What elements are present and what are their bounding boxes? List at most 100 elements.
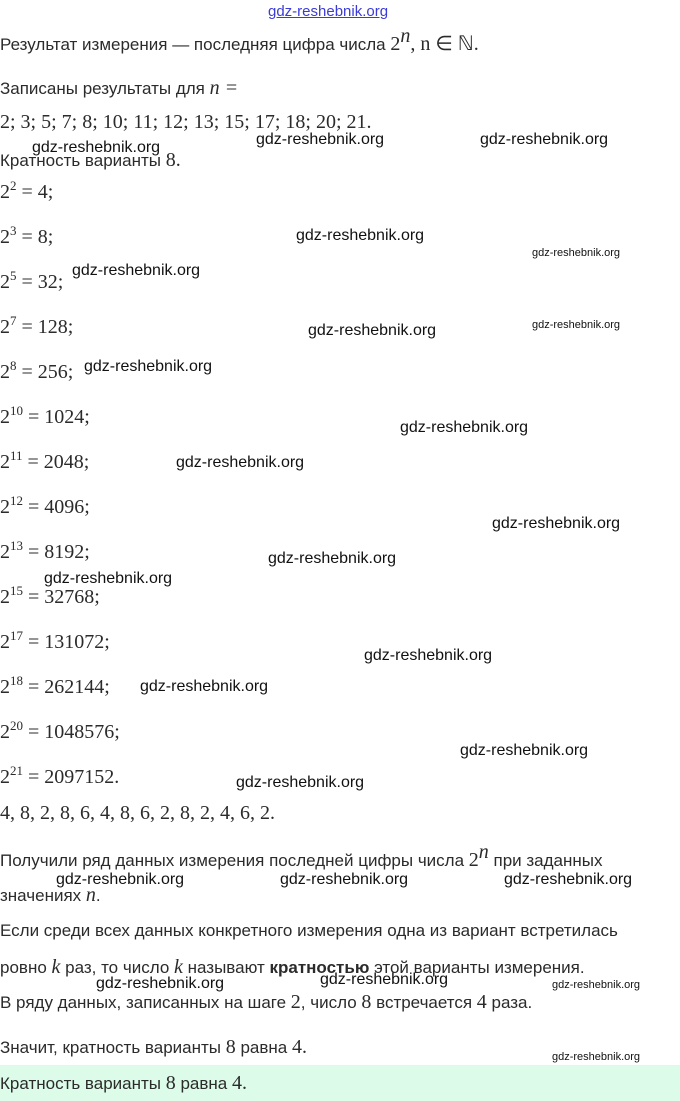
base: 2 (0, 586, 10, 608)
t: этой варианты измерения. (369, 958, 585, 977)
para2-line1: Если среди всех данных конкретного измер… (0, 921, 618, 940)
equation: 220 = 1048576; (0, 718, 120, 743)
math-rest: , n ∈ ℕ. (410, 33, 479, 55)
exponent: 12 (10, 493, 23, 508)
t: раза. (486, 993, 533, 1012)
equation: 210 = 1024; (0, 403, 90, 428)
watermark: gdz-reshebnik.org (72, 262, 201, 279)
exponent: 8 (10, 358, 17, 373)
watermark: gdz-reshebnik.org (32, 139, 161, 156)
math: 8 (361, 991, 372, 1013)
base: 2 (0, 406, 10, 428)
intro-text: Результат измерения — последняя цифра чи… (0, 35, 391, 54)
t: , число (300, 993, 362, 1012)
n-values: 2; 3; 5; 7; 8; 10; 11; 12; 13; 15; 17; 1… (0, 111, 372, 133)
watermark: gdz-reshebnik.org (256, 131, 385, 148)
watermark: gdz-reshebnik.org (552, 1051, 641, 1063)
t: встречается (371, 993, 477, 1012)
value: = 2048; (27, 451, 90, 473)
value: = 128; (21, 316, 74, 338)
base: 2 (0, 181, 10, 203)
math-sup: n (400, 25, 411, 47)
value: = 262144; (28, 676, 110, 698)
base: 2 (0, 676, 10, 698)
exponent: 2 (10, 178, 17, 193)
value: = 4096; (28, 496, 90, 518)
math-k: k (174, 956, 183, 978)
para2-line2: ровно k раз, то число k называют кратнос… (0, 956, 585, 979)
value: = 1048576; (28, 721, 120, 743)
exponent: 5 (10, 268, 17, 283)
value: = 8; (21, 226, 54, 248)
watermark: gdz-reshebnik.org (280, 871, 409, 888)
watermark: gdz-reshebnik.org (84, 358, 213, 375)
watermark: gdz-reshebnik.org (552, 979, 641, 991)
watermark: gdz-reshebnik.org (320, 971, 449, 988)
watermark: gdz-reshebnik.org (504, 871, 633, 888)
conclusion: Значит, кратность варианты 8 равна 4. (0, 1036, 307, 1059)
equation: 215 = 32768; (0, 584, 100, 608)
para1-dot: . (95, 886, 101, 905)
recorded-text: Записаны результаты для (0, 79, 210, 98)
t: называют (182, 958, 270, 977)
watermark: gdz-reshebnik.org (176, 454, 305, 471)
value: = 32768; (28, 586, 100, 608)
value: = 1024; (28, 406, 90, 428)
value: = 131072; (28, 631, 110, 653)
math: 8 (225, 1036, 236, 1058)
para1-sup: n (478, 841, 489, 863)
base: 2 (0, 451, 10, 473)
value: = 256; (21, 361, 74, 383)
t: раз, то число (60, 958, 175, 977)
watermark: gdz-reshebnik.org (364, 647, 493, 664)
watermark: gdz-reshebnik.org (492, 515, 621, 532)
watermark: gdz-reshebnik.org (96, 975, 225, 992)
exponent: 20 (10, 718, 23, 733)
t: ровно (0, 958, 52, 977)
equation: 218 = 262144; (0, 673, 110, 698)
watermark: gdz-reshebnik.org (296, 227, 425, 244)
para1-line1: Получили ряд данных измерения последней … (0, 841, 603, 871)
exponent: 21 (10, 763, 23, 778)
para1-math-n: n (85, 884, 96, 906)
math: 2 (290, 991, 301, 1013)
base: 2 (0, 226, 10, 248)
watermark: gdz-reshebnik.org (268, 550, 397, 567)
value: = 2097152. (28, 766, 120, 788)
math: 8 (165, 1072, 176, 1094)
math: 4. (291, 1036, 307, 1058)
exponent: 17 (10, 628, 23, 643)
exponent: 18 (10, 673, 23, 688)
t: равна (175, 1074, 232, 1093)
base: 2 (0, 316, 10, 338)
para1-text-b: при заданных (488, 851, 603, 870)
equation: 27 = 128; (0, 313, 74, 338)
watermark: gdz-reshebnik.org (56, 871, 185, 888)
header-link[interactable]: gdz-reshebnik.org (268, 3, 389, 20)
equation: 213 = 8192; (0, 538, 90, 563)
base: 2 (0, 361, 10, 383)
equation: 217 = 131072; (0, 628, 110, 653)
math-k: k (51, 956, 61, 978)
answer-text: Кратность варианты 8 равна 4. (0, 1072, 247, 1095)
exponent: 10 (10, 403, 23, 418)
variant-title: Кратность варианты 8. (0, 149, 181, 172)
t: В ряду данных, записанных на шаге (0, 993, 291, 1012)
equation: 23 = 8; (0, 223, 54, 248)
base: 2 (0, 541, 10, 563)
para1-text: Получили ряд данных измерения последней … (0, 851, 469, 870)
base: 2 (0, 496, 10, 518)
variant-title-math: 8. (165, 149, 181, 171)
bold-term: кратностью (269, 958, 370, 977)
math: 4 (476, 991, 487, 1013)
exponent: 13 (10, 538, 23, 553)
t: Кратность варианты (0, 1074, 166, 1093)
watermark: gdz-reshebnik.org (460, 742, 589, 759)
exponent: 7 (10, 313, 17, 328)
digits-row: 4, 8, 2, 8, 6, 4, 8, 6, 2, 8, 2, 4, 6, 2… (0, 802, 275, 824)
para3: В ряду данных, записанных на шаге 2, чис… (0, 991, 532, 1014)
exponent: 3 (10, 223, 17, 238)
equation: 212 = 4096; (0, 493, 90, 518)
base: 2 (0, 631, 10, 653)
watermark: gdz-reshebnik.org (532, 319, 621, 331)
